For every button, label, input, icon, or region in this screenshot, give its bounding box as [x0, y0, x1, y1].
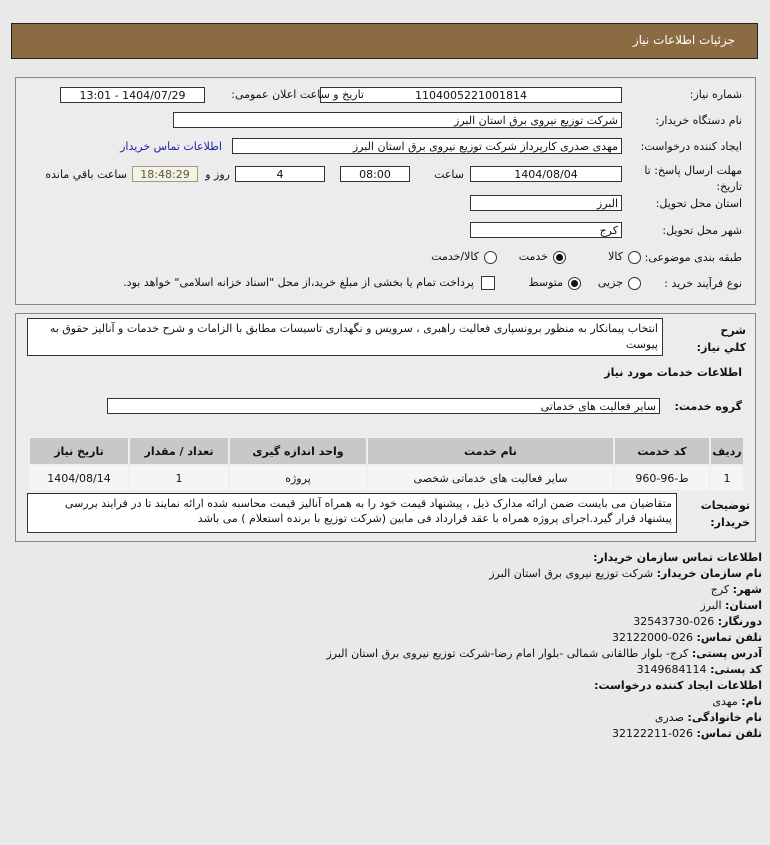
col-date: تاریخ نیاز — [28, 436, 130, 466]
buyer-contact-link[interactable]: اطلاعات تماس خریدار — [120, 140, 222, 153]
contact-fax: دورنگار: 026-32543730 — [633, 615, 762, 628]
treasury-payment-checkbox[interactable] — [481, 276, 495, 290]
contact-org-label: نام سازمان خریدار: — [656, 567, 762, 580]
time-label: ساعت — [434, 168, 464, 181]
creator-phone-value: 026-32122211 — [612, 727, 694, 740]
creator-title: اطلاعات ایجاد کننده درخواست: — [594, 679, 762, 692]
creator-family-value: صدری — [654, 711, 684, 724]
creator-label: ایجاد کننده درخواست: — [640, 140, 742, 153]
process-radio-minor[interactable] — [628, 277, 641, 290]
buyer-label: نام دستگاه خریدار: — [655, 114, 742, 127]
cell-name: سایر فعالیت های خدماتی شخصی — [366, 464, 615, 492]
col-unit: واحد اندازه گیری — [228, 436, 368, 466]
page-header: جزئیات اطلاعات نیاز — [11, 23, 758, 59]
need-number-field[interactable]: 1104005221001814 — [320, 87, 622, 103]
table-row: 1 ط-96-960 سایر فعالیت های خدماتی شخصی پ… — [28, 464, 745, 492]
group-label: گروه خدمت: — [674, 400, 742, 413]
contact-city: شهر: کرج — [711, 583, 762, 596]
need-number-label: شماره نیاز: — [689, 88, 742, 101]
process-option-minor: جزیی — [597, 276, 623, 289]
contact-postal: کد پستی: 3149684114 — [637, 663, 762, 676]
contact-fax-label: دورنگار: — [717, 615, 762, 628]
contact-address: آدرس پستی: کرج- بلوار طالقانی شمالی -بلو… — [326, 647, 762, 660]
creator-family-label: نام خانوادگی: — [687, 711, 762, 724]
col-name: نام خدمت — [366, 436, 615, 466]
creator-name-value: مهدی — [712, 695, 738, 708]
col-row: ردیف — [709, 436, 745, 466]
contact-phone: تلفن تماس: 026-32122000 — [612, 631, 762, 644]
contact-address-value: کرج- بلوار طالقانی شمالی -بلوار امام رضا… — [326, 647, 689, 660]
creator-name: نام: مهدی — [712, 695, 762, 708]
notes-label: توضیحات خریدار: — [700, 499, 750, 529]
category-radio-goods[interactable] — [628, 251, 641, 264]
city-field[interactable]: کرج — [470, 222, 622, 238]
process-option-medium: متوسط — [528, 276, 563, 289]
process-radio-medium[interactable] — [568, 277, 581, 290]
contact-province: استان: البرز — [700, 599, 762, 612]
remaining-label: ساعت باقي مانده — [45, 168, 127, 181]
days-label: روز و — [205, 168, 230, 181]
category-option-goods-service: کالا/خدمت — [431, 250, 479, 263]
deadline-time-field[interactable]: 08:00 — [340, 166, 410, 182]
col-code: کد خدمت — [613, 436, 711, 466]
contact-province-value: البرز — [700, 599, 722, 612]
category-label: طبقه بندی موضوعی: — [644, 251, 742, 264]
contact-phone-value: 026-32122000 — [612, 631, 694, 644]
contact-postal-label: کد پستی: — [710, 663, 762, 676]
creator-field[interactable]: مهدی صدری کارپرداز شرکت توزیع نیروی برق … — [232, 138, 622, 154]
contact-phone-label: تلفن تماس: — [696, 631, 762, 644]
contact-address-label: آدرس پستی: — [691, 647, 762, 660]
days-field[interactable]: 4 — [235, 166, 325, 182]
summary-field: انتخاب پیمانکار به منظور برونسپاری فعالی… — [27, 318, 663, 356]
col-qty: تعداد / مقدار — [128, 436, 230, 466]
page-title: جزئیات اطلاعات نیاز — [632, 33, 735, 47]
deadline-date-field[interactable]: 1404/08/04 — [470, 166, 622, 182]
summary-label: شرح کلي نیاز: — [696, 324, 746, 354]
city-label: شهر محل تحویل: — [662, 224, 742, 237]
creator-phone-label: تلفن تماس: — [696, 727, 762, 740]
table-header-row: ردیف کد خدمت نام خدمت واحد اندازه گیری ت… — [28, 436, 745, 466]
buyer-field[interactable]: شرکت توزیع نیروی برق استان البرز — [173, 112, 622, 128]
creator-phone: تلفن تماس: 026-32122211 — [612, 727, 762, 740]
treasury-payment-text: پرداخت تمام یا بخشی از مبلغ خرید،از محل … — [123, 276, 474, 289]
announce-field[interactable]: 1404/07/29 - 13:01 — [60, 87, 205, 103]
contact-org-value: شرکت توزیع نیروی برق استان البرز — [489, 567, 654, 580]
cell-qty: 1 — [128, 464, 230, 492]
announce-label: تاریخ و ساعت اعلان عمومی: — [231, 88, 364, 101]
cell-row: 1 — [709, 464, 745, 492]
process-label: نوع فرآیند خرید : — [664, 277, 742, 290]
contact-postal-value: 3149684114 — [636, 663, 707, 676]
creator-family: نام خانوادگی: صدری — [655, 711, 762, 724]
province-label: استان محل تحویل: — [655, 197, 742, 210]
contact-org: نام سازمان خریدار: شرکت توزیع نیروی برق … — [489, 567, 762, 580]
category-radio-goods-service[interactable] — [484, 251, 497, 264]
contact-city-value: کرج — [710, 583, 730, 596]
category-option-goods: کالا — [608, 250, 623, 263]
remaining-time-field: 18:48:29 — [132, 166, 198, 182]
contact-title: اطلاعات تماس سازمان خریدار: — [593, 551, 762, 564]
services-title: اطلاعات خدمات مورد نیاز — [604, 366, 742, 379]
services-table: ردیف کد خدمت نام خدمت واحد اندازه گیری ت… — [28, 436, 745, 492]
contact-fax-value: 026-32543730 — [633, 615, 715, 628]
group-field[interactable]: سایر فعالیت های خدماتی — [107, 398, 660, 414]
category-option-service: خدمت — [518, 250, 548, 263]
deadline-label: مهلت ارسال پاسخ: تا تاریخ: — [644, 164, 742, 193]
contact-city-label: شهر: — [732, 583, 762, 596]
notes-field: متقاضیان می بایست ضمن ارائه مدارک ذیل ، … — [27, 493, 677, 533]
creator-name-label: نام: — [741, 695, 762, 708]
province-field[interactable]: البرز — [470, 195, 622, 211]
cell-date: 1404/08/14 — [28, 464, 130, 492]
contact-province-label: استان: — [725, 599, 762, 612]
category-radio-service[interactable] — [553, 251, 566, 264]
cell-unit: پروژه — [228, 464, 368, 492]
cell-code: ط-96-960 — [613, 464, 711, 492]
